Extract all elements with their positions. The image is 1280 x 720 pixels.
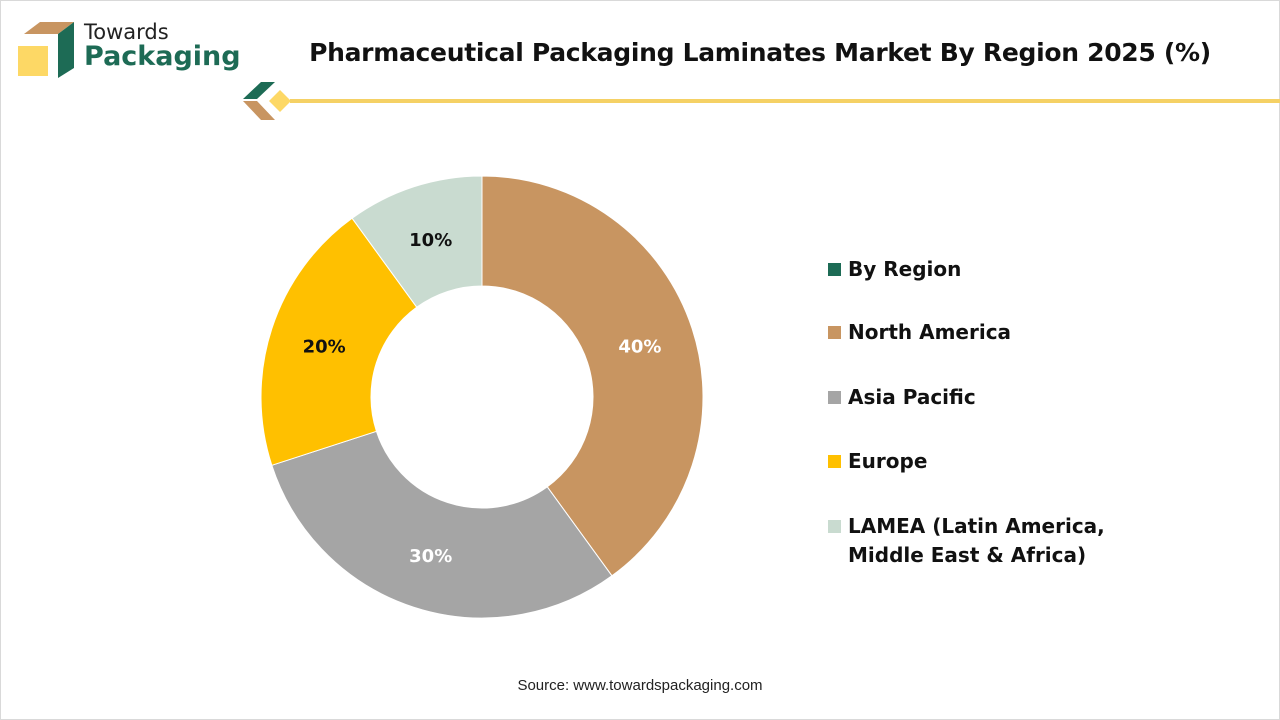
legend-label: Europe <box>848 449 928 473</box>
legend-item: Europe <box>828 447 927 476</box>
donut-slice <box>271 430 613 619</box>
legend-swatch <box>828 391 841 404</box>
legend-swatch <box>828 263 841 276</box>
data-label: 20% <box>303 337 346 358</box>
legend-label: LAMEA (Latin America, Middle East & Afric… <box>848 514 1105 567</box>
legend-label: Asia Pacific <box>848 385 976 409</box>
data-label: 10% <box>409 230 452 251</box>
brand-name-line2: Packaging <box>84 41 241 72</box>
brand-logo-icon <box>18 22 78 85</box>
title-underline <box>290 99 1280 103</box>
brand-name-line1: Towards <box>84 20 169 44</box>
data-label: 30% <box>409 546 452 567</box>
donut-slice <box>481 175 704 577</box>
data-label: 40% <box>618 337 661 358</box>
donut-slice <box>260 217 418 466</box>
legend-item-title: By Region <box>828 255 961 284</box>
legend-swatch <box>828 326 841 339</box>
legend-swatch <box>828 520 841 533</box>
legend-item: LAMEA (Latin America, Middle East & Afric… <box>828 512 1105 570</box>
decorative-chevron-icon <box>243 82 299 125</box>
legend-swatch <box>828 455 841 468</box>
legend-label: By Region <box>848 257 962 281</box>
source-note: Source: www.towardspackaging.com <box>517 677 763 694</box>
donut-slice <box>351 175 483 308</box>
legend-label: North America <box>848 320 1012 344</box>
chart-title: Pharmaceutical Packaging Laminates Marke… <box>309 38 1211 67</box>
legend-item: Asia Pacific <box>828 383 976 412</box>
legend-item: North America <box>828 318 1011 347</box>
